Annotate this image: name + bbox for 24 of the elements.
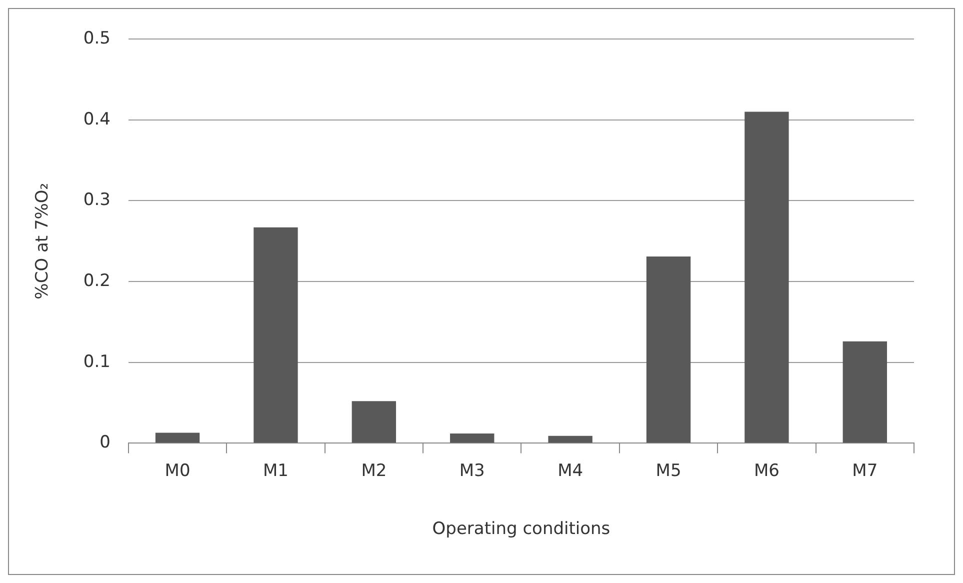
x-tick-label: M1 — [262, 460, 288, 481]
x-tick-label: M3 — [459, 460, 485, 481]
bar — [842, 341, 887, 443]
bar — [646, 256, 691, 443]
y-tick-label: 0 — [100, 432, 110, 453]
x-tick-label: M5 — [656, 460, 682, 481]
y-tick-label: 0.4 — [83, 109, 110, 130]
bar — [254, 227, 298, 443]
bar — [155, 432, 200, 443]
bar — [450, 434, 494, 443]
bar — [744, 112, 789, 443]
bar — [352, 401, 396, 443]
x-tick-label: M7 — [852, 460, 878, 481]
x-tick-label: M4 — [558, 460, 584, 481]
y-tick-label: 0.1 — [83, 352, 110, 372]
y-tick-label: 0.5 — [83, 28, 110, 48]
y-tick-label: 0.2 — [83, 270, 110, 291]
x-axis-title: Operating conditions — [432, 519, 610, 540]
x-tick-label: M6 — [754, 460, 780, 481]
y-axis-title: %CO at 7%O₂ — [32, 182, 53, 300]
x-tick-label: M2 — [361, 460, 387, 481]
x-tick-label: M0 — [164, 460, 190, 481]
y-tick-label: 0.3 — [83, 190, 110, 210]
bar — [548, 436, 592, 443]
